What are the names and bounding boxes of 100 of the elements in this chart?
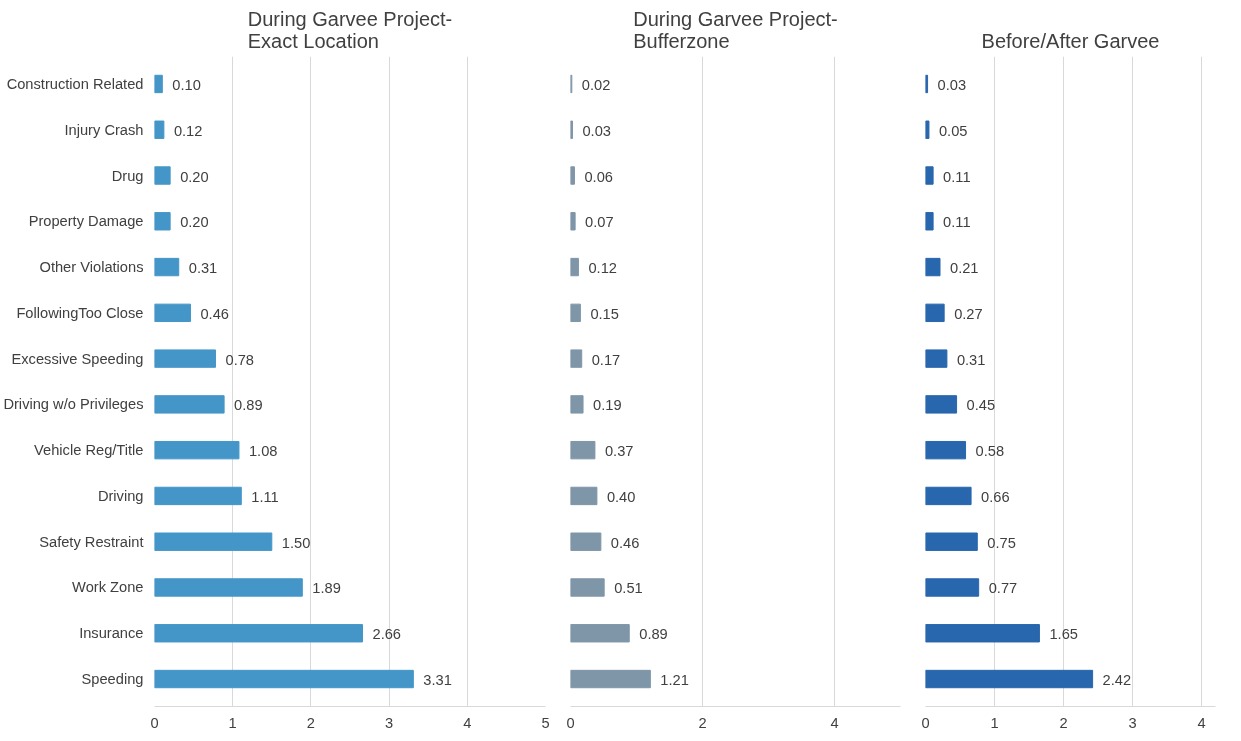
data-label: 0.11 xyxy=(943,168,971,185)
bar xyxy=(154,349,216,368)
data-label: 1.08 xyxy=(248,443,278,460)
bar xyxy=(925,578,980,597)
data-label: 1.21 xyxy=(660,672,689,689)
data-label: 1.11 xyxy=(251,488,279,505)
bar xyxy=(154,578,303,597)
data-label: 0.89 xyxy=(639,626,668,643)
bar xyxy=(154,212,171,231)
data-label: 0.21 xyxy=(950,260,979,277)
bar xyxy=(154,486,242,506)
y-tick-label: Speeding xyxy=(81,671,144,688)
data-label: 0.40 xyxy=(606,488,636,505)
data-label: 0.03 xyxy=(937,76,967,93)
data-label: 0.51 xyxy=(614,580,643,597)
x-tick-label: 1 xyxy=(228,714,237,731)
bar xyxy=(925,349,948,368)
y-tick-label: Other Violations xyxy=(39,259,144,276)
data-label: 0.12 xyxy=(173,122,203,139)
bar xyxy=(570,395,584,414)
bar xyxy=(570,349,583,368)
data-label: 0.89 xyxy=(234,397,263,414)
data-label: 1.65 xyxy=(1049,626,1078,643)
bar xyxy=(154,532,273,551)
bar xyxy=(154,166,171,185)
data-label: 0.12 xyxy=(588,260,617,277)
bar xyxy=(154,624,364,643)
chart-title: During Garvee Project- Exact Location xyxy=(247,7,453,52)
chart-title: Before/After Garvee xyxy=(981,29,1160,52)
bar xyxy=(925,395,958,414)
y-tick-label: Injury Crash xyxy=(64,121,144,138)
data-label: 0.03 xyxy=(582,122,612,139)
data-label: 2.66 xyxy=(372,626,402,643)
bar xyxy=(154,669,414,689)
data-label: 0.27 xyxy=(954,305,983,322)
data-label: 2.42 xyxy=(1102,672,1132,689)
data-label: 0.46 xyxy=(610,534,640,551)
x-tick-label: 5 xyxy=(541,714,550,731)
x-tick-label: 4 xyxy=(830,714,839,731)
x-tick-label: 1 xyxy=(990,714,999,731)
data-label: 0.66 xyxy=(981,488,1010,505)
y-tick-label: Drug xyxy=(111,167,144,184)
bar xyxy=(570,486,598,506)
bar xyxy=(925,624,1040,643)
x-tick-label: 0 xyxy=(566,714,575,731)
bar xyxy=(154,74,163,94)
bar xyxy=(154,303,191,323)
data-label: 0.37 xyxy=(604,443,634,460)
data-label: 0.45 xyxy=(966,397,996,414)
data-label: 0.11 xyxy=(943,214,971,231)
data-label: 0.20 xyxy=(180,214,209,231)
data-label: 0.07 xyxy=(585,214,614,231)
data-label: 0.58 xyxy=(975,443,1005,460)
x-tick-label: 2 xyxy=(306,714,315,731)
y-tick-label: Property Damage xyxy=(28,213,144,230)
data-label: 0.17 xyxy=(591,351,621,368)
x-tick-label: 0 xyxy=(921,714,930,731)
data-label: 0.02 xyxy=(581,76,611,93)
bar xyxy=(925,212,934,231)
x-tick-label: 2 xyxy=(698,714,707,731)
data-label: 0.77 xyxy=(988,580,1018,597)
data-label: 0.15 xyxy=(590,305,619,322)
y-tick-label: Excessive Speeding xyxy=(11,350,144,367)
data-label: 0.31 xyxy=(956,351,986,368)
bar xyxy=(154,440,240,460)
y-tick-label: Safety Restraint xyxy=(39,533,144,550)
bar xyxy=(925,166,934,185)
x-tick-label: 3 xyxy=(1128,714,1137,731)
y-tick-label: Driving w/o Privileges xyxy=(3,396,144,413)
bar xyxy=(154,257,180,277)
y-tick-label: Insurance xyxy=(79,625,144,642)
data-label: 1.50 xyxy=(281,534,311,551)
data-label: 0.78 xyxy=(225,351,255,368)
data-label: 3.31 xyxy=(423,672,452,689)
x-tick-label: 0 xyxy=(150,714,159,731)
data-label: 0.05 xyxy=(938,122,968,139)
bar xyxy=(570,624,630,643)
bar xyxy=(570,166,575,185)
x-tick-label: 4 xyxy=(463,714,472,731)
bar xyxy=(154,120,165,139)
y-tick-label: Vehicle Reg/Title xyxy=(34,442,144,459)
bar xyxy=(570,440,596,460)
x-tick-label: 2 xyxy=(1059,714,1068,731)
data-label: 0.46 xyxy=(200,305,229,322)
bar xyxy=(570,303,581,323)
bar xyxy=(925,440,967,460)
data-label: 0.31 xyxy=(188,260,218,277)
data-label: 0.10 xyxy=(172,76,201,93)
data-label: 0.06 xyxy=(584,168,613,185)
y-tick-label: Driving xyxy=(97,487,144,504)
y-tick-label: Construction Related xyxy=(6,75,144,92)
bar xyxy=(570,532,602,551)
bar xyxy=(925,257,941,277)
data-label: 0.19 xyxy=(593,397,622,414)
chart-title: During Garvee Project- Bufferzone xyxy=(633,7,838,52)
data-label: 1.89 xyxy=(312,580,341,597)
bar xyxy=(570,578,605,597)
bar xyxy=(154,395,225,414)
bar xyxy=(570,669,651,689)
bar xyxy=(570,257,579,277)
